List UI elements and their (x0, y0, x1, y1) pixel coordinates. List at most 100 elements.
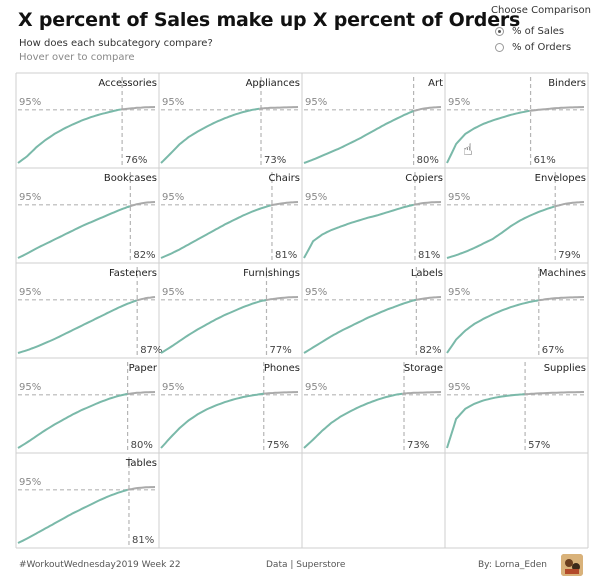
crossover-pct-label: 73% (407, 440, 429, 451)
curve-line (303, 298, 417, 354)
curve-line (160, 107, 260, 164)
curve-line (303, 109, 414, 164)
crossover-pct-label: 79% (558, 250, 580, 261)
crossover-pct-label: 80% (131, 440, 153, 451)
panel-title: Supplies (544, 363, 586, 374)
page-title: X percent of Sales make up X percent of … (18, 9, 521, 31)
option-sales-label: % of Sales (512, 25, 565, 37)
curve-tail-line (259, 106, 299, 110)
panel-title: Machines (539, 268, 586, 279)
crossover-pct-label: 77% (269, 345, 291, 356)
curve-line (160, 299, 267, 354)
panel-title: Phones (264, 363, 300, 374)
panel-title: Tables (125, 458, 157, 469)
curve-line (303, 392, 403, 449)
radio-orders-icon[interactable] (495, 42, 504, 52)
author-avatar[interactable] (561, 554, 583, 576)
curve-line (446, 109, 530, 164)
curve-line (160, 204, 271, 259)
footer-hashtag: #WorkoutWednesday2019 Week 22 (19, 560, 181, 570)
threshold-label: 95% (19, 192, 41, 203)
panel-title: Accessories (98, 78, 157, 89)
curve-tail-line (413, 201, 442, 206)
panel-title: Copiers (405, 173, 443, 184)
crossover-pct-label: 75% (267, 440, 289, 451)
panel-title: Storage (404, 363, 443, 374)
threshold-label: 95% (305, 192, 327, 203)
curve-line (17, 108, 121, 164)
curve-line (446, 205, 555, 259)
footer-author: By: Lorna_Eden (478, 560, 548, 570)
comparison-toggle: Choose Comparison % of Sales % of Orders (491, 5, 591, 55)
curve-line (446, 299, 539, 354)
curve-line (17, 205, 131, 259)
threshold-label: 95% (448, 382, 470, 393)
page-subtitle: How does each subcategory compare? (19, 38, 213, 49)
curve-line (17, 299, 138, 354)
footer-source: Data | Superstore (266, 560, 346, 570)
threshold-label: 95% (448, 287, 470, 298)
option-sales[interactable]: % of Sales (495, 23, 591, 39)
panel-title: Paper (129, 363, 158, 374)
threshold-label: 95% (162, 382, 184, 393)
curve-line (446, 393, 525, 449)
panel-title: Fasteners (109, 268, 157, 279)
panel-title: Envelopes (535, 173, 586, 184)
threshold-label: 95% (305, 382, 327, 393)
curve-tail-line (261, 391, 299, 395)
threshold-label: 95% (448, 192, 470, 203)
curve-tail-line (120, 106, 156, 111)
curve-tail-line (127, 201, 156, 208)
crossover-pct-label: 81% (418, 250, 440, 261)
panel-title: Furnishings (243, 268, 300, 279)
hover-hint: Hover over to compare (19, 52, 135, 63)
threshold-label: 95% (162, 97, 184, 108)
curve-tail-line (529, 106, 585, 112)
threshold-label: 95% (19, 287, 41, 298)
panel-title: Chairs (268, 173, 300, 184)
crossover-pct-label: 76% (125, 155, 147, 166)
curve-tail-line (127, 486, 156, 491)
crossover-pct-label: 80% (417, 155, 439, 166)
curve-tail-line (134, 296, 156, 303)
option-orders[interactable]: % of Orders (495, 39, 591, 55)
crossover-pct-label: 82% (133, 250, 155, 261)
crossover-pct-label: 81% (275, 250, 297, 261)
curve-line (303, 203, 414, 259)
option-orders-label: % of Orders (512, 41, 572, 53)
hand-cursor-icon: ☝ (463, 140, 473, 159)
threshold-label: 95% (305, 97, 327, 108)
panel-title: Bookcases (104, 173, 157, 184)
threshold-label: 95% (19, 382, 41, 393)
curve-tail-line (522, 391, 584, 396)
small-multiples-grid: 95% Accessories 76% 95% Appliances 73% 95% Art 8… (15, 72, 589, 549)
crossover-pct-label: 57% (528, 440, 550, 451)
curve-line (17, 393, 128, 449)
threshold-label: 95% (162, 287, 184, 298)
curve-tail-line (125, 391, 156, 396)
curve-tail-line (410, 106, 442, 113)
crossover-pct-label: 82% (419, 345, 441, 356)
crossover-pct-label: 67% (542, 345, 564, 356)
curve-tail-line (270, 201, 299, 207)
curve-tail-line (535, 296, 585, 302)
curve-line (160, 392, 264, 449)
threshold-label: 95% (448, 97, 470, 108)
curve-tail-line (263, 296, 299, 302)
crossover-pct-label: 61% (534, 155, 556, 166)
panel-title: Binders (548, 78, 586, 89)
curve-tail-line (402, 391, 442, 395)
crossover-pct-label: 87% (140, 345, 162, 356)
toggle-title: Choose Comparison (491, 5, 591, 16)
panel-title: Art (428, 78, 443, 89)
curve-tail-line (554, 201, 585, 208)
threshold-label: 95% (305, 287, 327, 298)
radio-sales-icon[interactable] (495, 26, 504, 36)
crossover-pct-label: 81% (132, 535, 154, 546)
curve-line (17, 488, 128, 544)
threshold-label: 95% (19, 97, 41, 108)
panel-title: Labels (411, 268, 443, 279)
crossover-pct-label: 73% (264, 155, 286, 166)
curve-tail-line (413, 296, 442, 302)
panel-title: Appliances (246, 78, 300, 89)
